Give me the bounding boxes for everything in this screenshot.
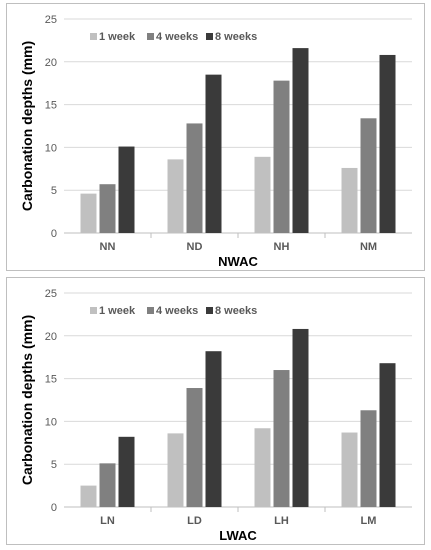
legend-swatch <box>90 307 97 314</box>
legend-swatch <box>206 307 213 314</box>
y-tick-label: 5 <box>51 459 57 471</box>
x-tick-label: LH <box>274 515 289 527</box>
legend-swatch <box>147 307 154 314</box>
legend-label: 8 weeks <box>215 31 257 43</box>
bar-ld-2 <box>186 388 203 507</box>
bar-nh-3 <box>292 48 309 233</box>
y-axis-title: Carbonation depths (mm) <box>19 41 35 211</box>
y-tick-label: 20 <box>45 331 57 343</box>
x-axis-title: LWAC <box>219 528 257 543</box>
bar-ln-2 <box>99 463 116 507</box>
bar-ld-3 <box>205 351 222 507</box>
bar-ln-1 <box>80 485 97 507</box>
y-tick-label: 15 <box>45 374 57 386</box>
x-tick-label: NN <box>100 241 116 253</box>
bar-lh-3 <box>292 328 309 507</box>
bar-lm-3 <box>379 363 396 507</box>
y-tick-label: 10 <box>45 416 57 428</box>
bar-nm-2 <box>360 118 377 233</box>
legend-label: 1 week <box>99 31 136 43</box>
bar-nm-1 <box>341 167 358 233</box>
x-tick-label: ND <box>187 241 203 253</box>
bar-lm-1 <box>341 432 358 507</box>
x-tick-label: NM <box>360 241 377 253</box>
legend-swatch <box>206 33 213 40</box>
legend-label: 8 weeks <box>215 305 257 317</box>
x-tick-label: LD <box>187 515 202 527</box>
bar-ld-1 <box>167 433 184 507</box>
bar-nd-2 <box>186 123 203 233</box>
bar-nd-3 <box>205 74 222 233</box>
bar-ln-3 <box>118 436 135 507</box>
legend-label: 4 weeks <box>156 31 198 43</box>
x-tick-label: NH <box>274 241 290 253</box>
y-tick-label: 20 <box>45 57 57 69</box>
legend-swatch <box>147 33 154 40</box>
legend-swatch <box>90 33 97 40</box>
legend-label: 1 week <box>99 305 136 317</box>
y-tick-label: 25 <box>45 288 57 300</box>
chart-lwac: 0 5 10 15 20 25 LN LD LH LM LWAC Carbonation depths… <box>19 288 412 543</box>
y-axis-title: Carbonation depths (mm) <box>19 315 35 485</box>
bar-nn-1 <box>80 193 97 233</box>
bar-nh-2 <box>273 80 290 234</box>
bar-nd-1 <box>167 159 184 233</box>
bar-lm-2 <box>360 410 377 507</box>
x-axis-title: NWAC <box>218 254 258 269</box>
y-tick-label: 15 <box>45 100 57 112</box>
bar-nh-1 <box>254 156 271 233</box>
x-tick-label: LM <box>361 515 377 527</box>
chart-panel-nwac: 0 5 10 15 20 25 NN ND NH NM NWAC Carbonation depths… <box>6 3 425 271</box>
legend-label: 4 weeks <box>156 305 198 317</box>
chart-nwac: 0 5 10 15 20 25 NN ND NH NM NWAC Carbonation depths… <box>19 14 412 269</box>
bar-lh-1 <box>254 428 271 507</box>
x-tick-label: LN <box>100 515 115 527</box>
chart-panel-lwac: 0 5 10 15 20 25 LN LD LH LM LWAC Carbonation depths… <box>6 277 425 545</box>
y-tick-label: 5 <box>51 185 57 197</box>
y-tick-label: 25 <box>45 14 57 26</box>
bar-nm-3 <box>379 54 396 234</box>
y-tick-label: 0 <box>51 228 57 240</box>
bar-lh-2 <box>273 370 290 507</box>
y-tick-label: 10 <box>45 142 57 154</box>
y-tick-label: 0 <box>51 502 57 514</box>
bar-nn-3 <box>118 146 135 233</box>
bar-nn-2 <box>99 184 116 233</box>
